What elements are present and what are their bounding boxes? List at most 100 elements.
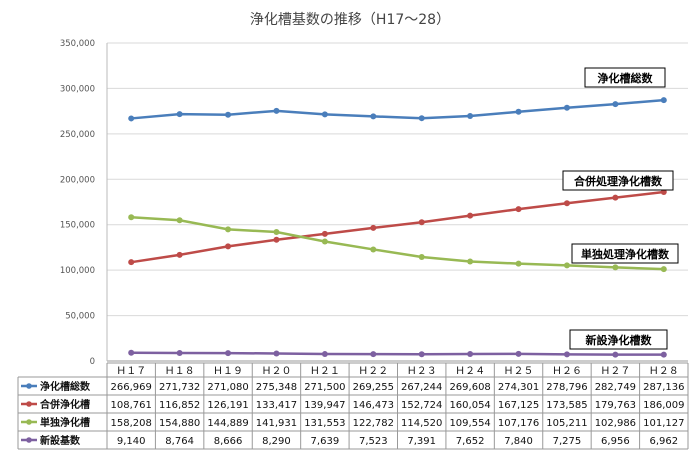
table-cell: 160,054 xyxy=(449,400,490,411)
data-point xyxy=(612,101,619,108)
series-callout: 単独処理浄化槽数 xyxy=(571,243,679,264)
table-cell: 7,275 xyxy=(553,436,582,447)
table-cell: 271,080 xyxy=(207,382,248,393)
data-point xyxy=(225,243,232,250)
data-point xyxy=(467,351,474,358)
callout-box xyxy=(571,243,679,264)
table-cell: 109,554 xyxy=(449,418,490,429)
table-cell: 152,724 xyxy=(401,400,442,411)
table-cell: 133,417 xyxy=(256,400,297,411)
legend-marker xyxy=(26,437,32,443)
table-cell: 278,796 xyxy=(546,382,587,393)
legend-label: 単独浄化槽 xyxy=(40,416,90,429)
y-tick-label: 100,000 xyxy=(60,266,95,276)
table-cell: 146,473 xyxy=(353,400,394,411)
data-point xyxy=(128,349,135,356)
legend-label: 合併浄化槽 xyxy=(39,398,90,411)
y-tick-label: 50,000 xyxy=(65,312,95,322)
table-cell: 6,962 xyxy=(649,436,678,447)
table-cell: 179,763 xyxy=(595,400,636,411)
table-cell: 173,585 xyxy=(546,400,587,411)
data-point xyxy=(370,113,377,120)
table-cell: 154,880 xyxy=(159,418,200,429)
category-label: Ｈ２３ xyxy=(407,366,437,377)
table-cell: 287,136 xyxy=(643,382,684,393)
data-point xyxy=(128,259,135,266)
table-cell: 167,125 xyxy=(498,400,539,411)
table-cell: 144,889 xyxy=(207,418,248,429)
series-line xyxy=(131,351,664,356)
table-cell: 267,244 xyxy=(401,382,442,393)
table-cell: 275,348 xyxy=(256,382,297,393)
y-tick-label: 300,000 xyxy=(60,84,95,94)
data-point xyxy=(612,351,619,358)
data-point xyxy=(563,200,570,207)
callout-label: 浄化槽総数 xyxy=(598,71,654,85)
callout-label: 合併処理浄化槽数 xyxy=(574,174,663,188)
callout-box xyxy=(569,329,668,350)
chart-title: 浄化槽基数の推移（H17～28） xyxy=(250,11,450,28)
callout-label: 新設浄化槽数 xyxy=(586,333,653,347)
table-cell: 8,666 xyxy=(214,436,243,447)
table-cell: 186,009 xyxy=(643,400,684,411)
series-line xyxy=(131,216,664,271)
table-cell: 271,732 xyxy=(159,382,200,393)
legend-marker xyxy=(26,383,32,389)
table-cell: 271,500 xyxy=(304,382,345,393)
data-point xyxy=(321,111,328,118)
data-point xyxy=(273,229,280,236)
series-callout: 新設浄化槽数 xyxy=(569,329,668,350)
table-cell: 141,931 xyxy=(256,418,297,429)
data-point xyxy=(176,111,183,118)
category-label: Ｈ２５ xyxy=(504,366,534,377)
table-cell: 116,852 xyxy=(159,400,200,411)
data-point xyxy=(563,104,570,111)
category-label: Ｈ２０ xyxy=(261,366,291,377)
data-point xyxy=(176,251,183,258)
y-tick-label: 250,000 xyxy=(60,130,95,140)
table-cell: 9,140 xyxy=(117,436,146,447)
series-line xyxy=(131,190,664,264)
table-cell: 269,255 xyxy=(353,382,394,393)
data-point xyxy=(370,224,377,231)
data-point xyxy=(660,266,667,273)
data-point xyxy=(563,351,570,358)
data-point xyxy=(370,351,377,358)
table-cell: 126,191 xyxy=(207,400,248,411)
data-point xyxy=(418,253,425,260)
callout-box xyxy=(562,170,674,191)
table-cell: 105,211 xyxy=(546,418,587,429)
data-point xyxy=(273,236,280,243)
data-point xyxy=(660,351,667,358)
table-cell: 108,761 xyxy=(111,400,152,411)
table-cell: 7,840 xyxy=(504,436,533,447)
y-tick-label: 200,000 xyxy=(60,175,95,185)
table-cell: 269,608 xyxy=(449,382,490,393)
category-label: Ｈ１９ xyxy=(213,366,243,377)
table-cell: 6,956 xyxy=(601,436,630,447)
legend-marker xyxy=(26,401,32,407)
category-label: Ｈ２８ xyxy=(649,366,679,377)
data-point xyxy=(128,214,135,221)
series-callout: 合併処理浄化槽数 xyxy=(562,170,674,191)
callout-label: 単独処理浄化槽数 xyxy=(581,247,670,261)
category-label: Ｈ２２ xyxy=(358,366,388,377)
data-point xyxy=(176,217,183,224)
data-point xyxy=(321,351,328,358)
table-cell: 8,764 xyxy=(165,436,194,447)
data-point xyxy=(418,219,425,226)
data-point xyxy=(418,351,425,358)
category-label: Ｈ２６ xyxy=(552,366,582,377)
category-label: Ｈ２７ xyxy=(600,366,630,377)
data-point xyxy=(515,350,522,357)
table-cell: 122,782 xyxy=(353,418,394,429)
table-cell: 8,290 xyxy=(262,436,291,447)
legend-label: 浄化槽総数 xyxy=(40,380,91,393)
table-cell: 7,652 xyxy=(456,436,485,447)
data-point xyxy=(660,97,667,104)
table-cell: 274,301 xyxy=(498,382,539,393)
data-point xyxy=(273,107,280,114)
y-tick-label: 350,000 xyxy=(60,39,95,49)
table-cell: 158,208 xyxy=(111,418,152,429)
